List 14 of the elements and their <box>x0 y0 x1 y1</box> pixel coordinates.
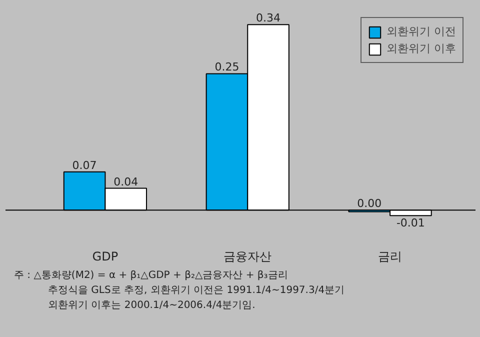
text: 추정식을 GLS로 추정, 외환위기 이전은 1991.1/4~1997.3/4분기 <box>47 284 345 298</box>
data-label: 0.34 <box>256 12 281 25</box>
x-tick-label: 금리 <box>378 250 402 264</box>
x-tick-label: GDP <box>92 250 118 264</box>
data-label: 0.07 <box>72 158 97 172</box>
text: 주 : △통화량(M2) = α + β₁△GDP + β₂△금융자산 + β₃금리 <box>13 269 289 283</box>
x-tick-label: 금융자산 <box>224 250 272 264</box>
data-label: 0.00 <box>357 197 382 210</box>
legend-label: 외환위기 이후 <box>386 41 456 56</box>
data-label: -0.01 <box>396 216 425 230</box>
legend-label: 외환위기 이전 <box>386 24 456 39</box>
text: 외환위기 이후는 2000.1/4~2006.4/4분기임. <box>47 299 256 313</box>
data-label: 0.25 <box>214 60 240 74</box>
data-label: 0.04 <box>114 175 138 188</box>
